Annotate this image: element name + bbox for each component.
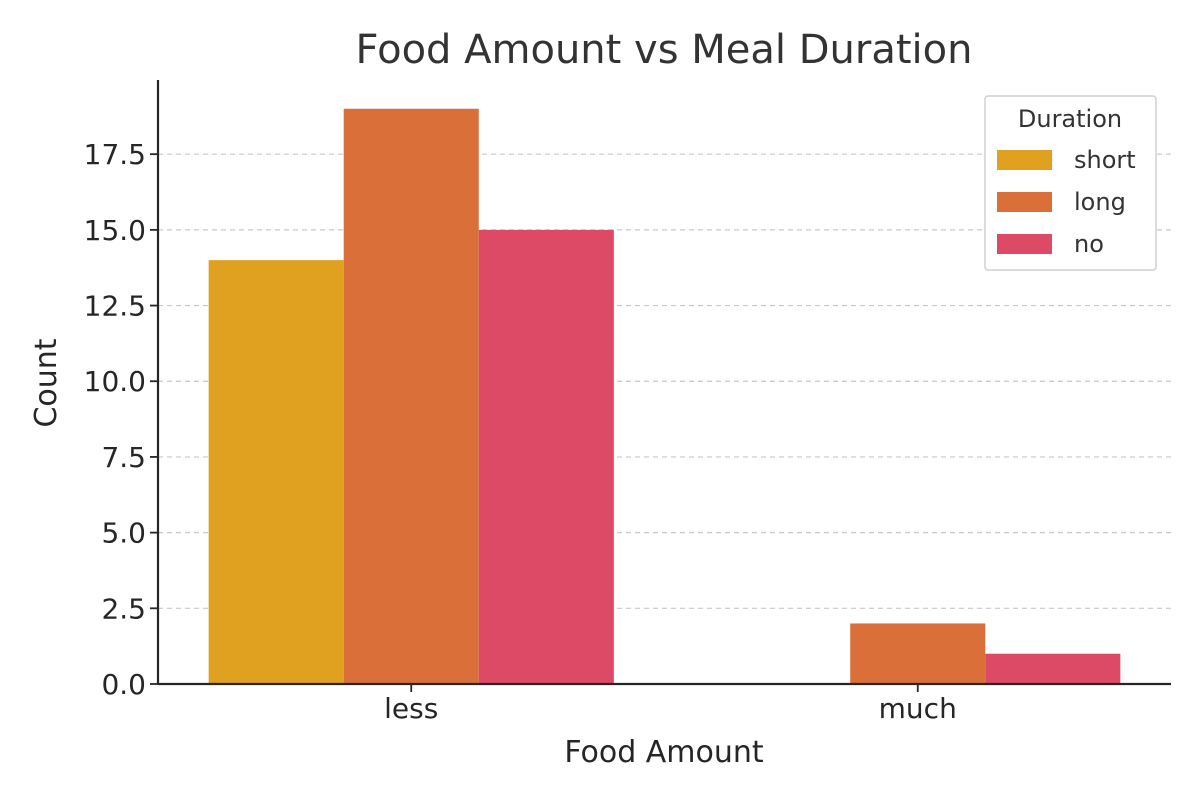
y-tick-label: 2.5 bbox=[101, 592, 146, 625]
y-axis-label: Count bbox=[29, 338, 64, 427]
x-tick-label: less bbox=[384, 692, 438, 725]
y-tick-label: 5.0 bbox=[101, 517, 146, 550]
bar-long-much bbox=[850, 623, 986, 684]
bar-short-less bbox=[208, 260, 344, 684]
legend-swatch-long bbox=[997, 192, 1052, 212]
y-tick-label: 10.0 bbox=[84, 365, 146, 398]
y-tick-label: 12.5 bbox=[84, 290, 146, 323]
bar-no-less bbox=[478, 229, 614, 684]
x-tick-label: much bbox=[879, 692, 957, 725]
legend-title: Duration bbox=[1018, 105, 1122, 133]
grid-lines bbox=[158, 153, 1171, 609]
legend-label-no: no bbox=[1074, 230, 1104, 258]
legend-items: short long no bbox=[997, 146, 1136, 258]
x-ticks: less much bbox=[384, 684, 957, 725]
y-tick-label: 0.0 bbox=[101, 668, 146, 701]
bar-no-much bbox=[985, 653, 1121, 684]
x-axis-label: Food Amount bbox=[564, 735, 764, 770]
y-ticks: 0.0 2.5 5.0 7.5 10.0 12.5 15.0 17.5 bbox=[84, 138, 158, 701]
bar-long-less bbox=[343, 108, 479, 684]
y-tick-label: 17.5 bbox=[84, 138, 146, 171]
y-tick-label: 7.5 bbox=[101, 441, 146, 474]
legend-label-long: long bbox=[1074, 188, 1126, 216]
legend: Duration short long no bbox=[984, 95, 1157, 271]
chart-title: Food Amount vs Meal Duration bbox=[356, 27, 973, 73]
legend-label-short: short bbox=[1074, 146, 1136, 174]
bars bbox=[208, 108, 1121, 684]
legend-box bbox=[984, 95, 1157, 271]
y-tick-label: 15.0 bbox=[84, 214, 146, 247]
legend-swatch-no bbox=[997, 234, 1052, 254]
legend-swatch-short bbox=[997, 150, 1052, 170]
